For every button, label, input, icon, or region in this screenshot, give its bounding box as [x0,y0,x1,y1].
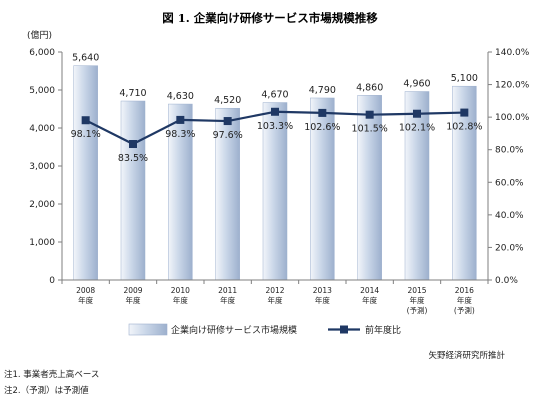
bar-value-label: 4,520 [214,95,241,106]
y-right-tick-label: 120.0% [495,81,530,91]
legend: 企業向け研修サービス市場規模 前年度比 [128,323,401,336]
line-value-label: 98.3% [165,129,195,140]
y-right-tick-label: 40.0% [495,211,524,221]
line-point [460,108,469,117]
chart-title: 図 1. 企業向け研修サービス市場規模推移 [162,11,378,25]
line-point [176,115,185,124]
line-point [271,107,279,116]
y-left-axis: 0 1,000 2,000 3,000 4,000 5,000 6,000 [29,48,63,286]
bar [262,102,288,281]
bar [452,85,477,281]
line-point [365,110,374,119]
line-value-label: 97.6% [213,130,243,141]
bar-value-label: 4,670 [261,90,288,101]
bar-value-label: 4,860 [356,82,383,93]
y-left-tick-label: 3,000 [29,162,55,172]
bar [310,97,335,281]
bar-value-label: 4,630 [167,91,194,102]
y-right-tick-label: 20.0% [495,243,524,253]
bar [357,95,382,281]
y-right-axis: 0.0% 20.0% 40.0% 60.0% 80.0% 100.0% 120.0% 140.… [487,48,530,286]
line-point [223,117,232,126]
note-2: 注2.（予測）は予測値 [4,385,89,396]
y-right-tick-label: 100.0% [495,113,530,123]
y-right-tick-label: 0.0% [495,276,518,286]
bar-value-label: 4,710 [119,88,146,99]
bar-value-label: 4,790 [309,85,336,96]
note-1: 注1. 事業者売上高ベース [4,369,99,380]
line-value-label: 102.6% [304,122,340,133]
bar-series: 5,640 4,710 4,630 4,520 4,670 4,790 4,860 4,960… [72,53,478,281]
x-tick-label: 2009 年度 [123,286,142,305]
y-right-tick-label: 140.0% [495,48,530,58]
y-right-tick-label: 60.0% [495,178,524,188]
bar-value-label: 5,640 [72,53,99,64]
bar-value-label: 5,100 [451,73,478,84]
y-left-tick-label: 0 [49,276,55,286]
line-value-label: 101.5% [352,124,388,135]
x-tick-label: 2014 年度 [360,286,379,305]
x-tick-label: 2016 年度(予測) [454,286,475,315]
x-tick-label: 2010 年度 [171,286,190,305]
line-point [129,140,137,149]
line-point [413,109,421,118]
y-left-tick-label: 6,000 [29,48,55,58]
line-value-label: 102.1% [399,123,435,134]
bar [73,65,98,281]
line-series: 98.1% 83.5% 98.3% 97.6% 103.3% 102.6% 101.5% 10… [71,107,482,164]
x-tick-label: 2013 年度 [313,286,332,305]
y-left-tick-label: 2,000 [29,200,55,210]
y-left-unit: (億円) [27,29,52,41]
line-value-label: 83.5% [118,153,148,164]
x-tick-label: 2012 年度 [265,286,284,305]
x-tick-label: 2015 年度(予測) [407,286,428,315]
legend-bar-swatch [128,323,168,336]
legend-line-label: 前年度比 [365,324,401,336]
line-point [81,116,90,125]
line-point [318,108,327,117]
line-value-label: 98.1% [71,129,101,140]
y-left-tick-label: 1,000 [29,238,55,248]
bar-value-label: 4,960 [403,79,430,90]
bar [168,103,193,281]
bar [215,107,240,281]
bar [404,91,430,281]
y-right-tick-label: 80.0% [495,146,524,156]
x-axis: 2008 年度 2009 年度 2010 年度 2011 年度 2012 年度 2013 年度 2014… [61,279,489,315]
x-tick-label: 2011 年度 [218,286,237,305]
line-value-label: 103.3% [257,121,293,132]
legend-bar-label: 企業向け研修サービス市場規模 [171,324,297,336]
bar [120,100,146,281]
y-left-tick-label: 5,000 [29,86,55,96]
legend-line-marker [340,325,348,334]
line-value-label: 102.8% [446,122,482,133]
x-tick-label: 2008 年度 [76,286,95,305]
y-left-tick-label: 4,000 [29,124,55,134]
source-credit: 矢野経済研究所推計 [428,350,505,361]
